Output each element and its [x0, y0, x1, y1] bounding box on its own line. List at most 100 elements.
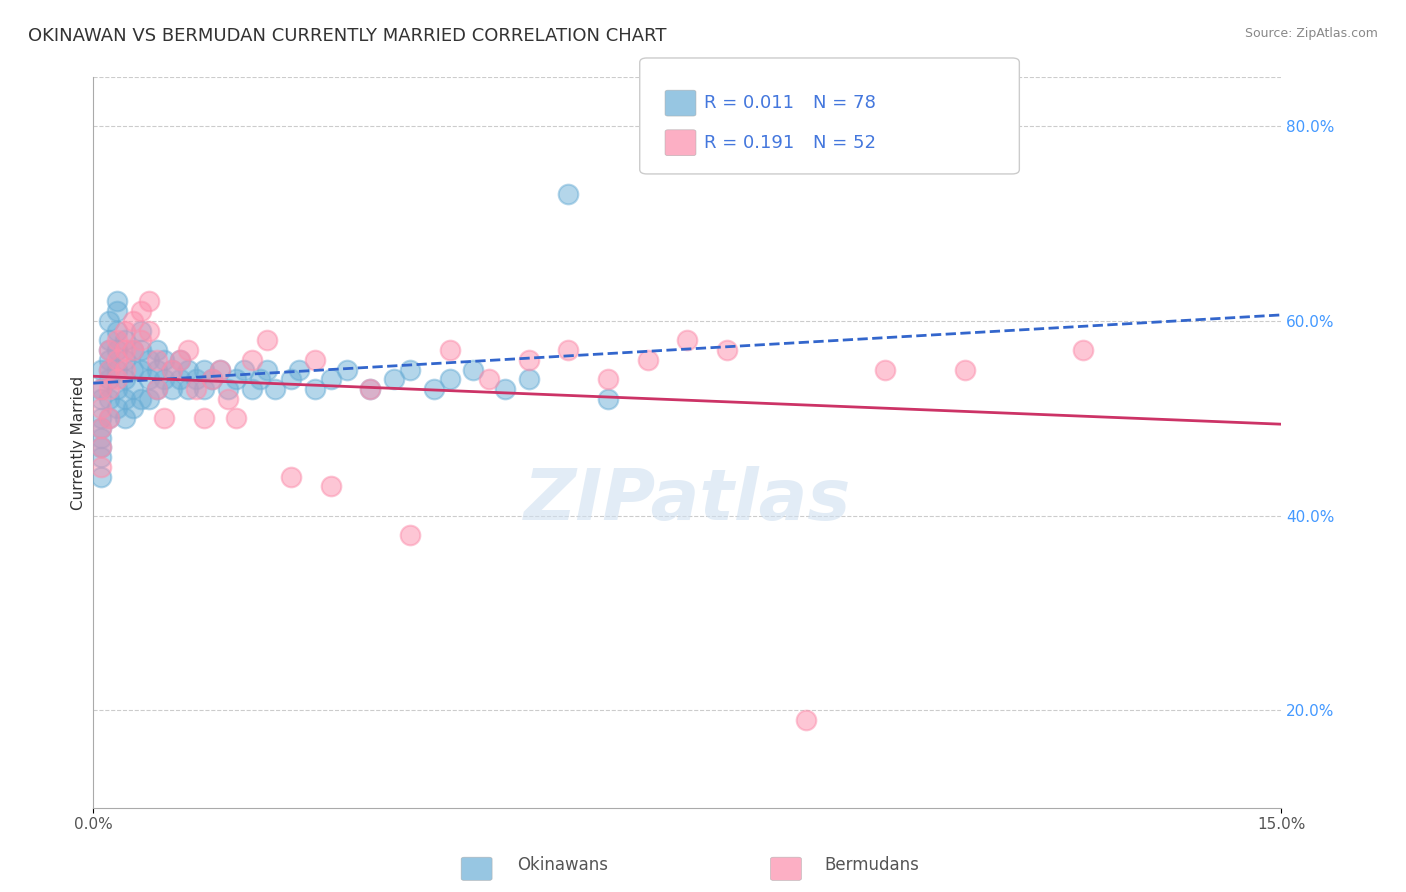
Point — [105, 352, 128, 367]
Point — [953, 362, 976, 376]
Point — [232, 362, 254, 376]
Point — [90, 382, 112, 396]
Point — [138, 352, 160, 367]
Point — [169, 352, 191, 367]
Point — [399, 362, 422, 376]
Point — [129, 324, 152, 338]
Point — [138, 294, 160, 309]
Point — [129, 392, 152, 406]
Point — [153, 372, 176, 386]
Point — [557, 187, 579, 202]
Point — [90, 421, 112, 435]
Point — [249, 372, 271, 386]
Point — [114, 324, 136, 338]
Point — [153, 411, 176, 425]
Point — [186, 382, 208, 396]
Point — [177, 362, 200, 376]
Point — [98, 343, 121, 357]
Point — [98, 372, 121, 386]
Point — [121, 314, 143, 328]
Point — [319, 372, 342, 386]
Point — [256, 362, 278, 376]
Point — [463, 362, 485, 376]
Point — [98, 411, 121, 425]
Point — [240, 382, 263, 396]
Point — [145, 382, 167, 396]
Point — [439, 343, 461, 357]
Point — [98, 362, 121, 376]
Text: Source: ZipAtlas.com: Source: ZipAtlas.com — [1244, 27, 1378, 40]
Point — [98, 352, 121, 367]
Point — [105, 401, 128, 416]
Point — [875, 362, 897, 376]
Point — [145, 362, 167, 376]
Point — [98, 334, 121, 348]
Point — [114, 334, 136, 348]
Point — [517, 352, 540, 367]
Text: N = 52: N = 52 — [813, 134, 876, 152]
Point — [90, 441, 112, 455]
Point — [145, 382, 167, 396]
Point — [288, 362, 311, 376]
Point — [153, 352, 176, 367]
Point — [105, 343, 128, 357]
Point — [256, 334, 278, 348]
Point — [399, 528, 422, 542]
Point — [129, 304, 152, 318]
Point — [382, 372, 405, 386]
Point — [169, 352, 191, 367]
Point — [217, 392, 239, 406]
Point — [121, 382, 143, 396]
Point — [217, 382, 239, 396]
Point — [225, 411, 247, 425]
Point — [114, 392, 136, 406]
Point — [105, 294, 128, 309]
Point — [162, 362, 184, 376]
Point — [225, 372, 247, 386]
Point — [517, 372, 540, 386]
Point — [336, 362, 359, 376]
Text: Okinawans: Okinawans — [517, 856, 607, 874]
Text: Bermudans: Bermudans — [824, 856, 920, 874]
Point — [121, 343, 143, 357]
Point — [98, 392, 121, 406]
Point — [193, 362, 215, 376]
Point — [145, 343, 167, 357]
Point — [138, 372, 160, 386]
Point — [90, 392, 112, 406]
Point — [359, 382, 381, 396]
Text: N = 78: N = 78 — [813, 95, 876, 112]
Point — [105, 324, 128, 338]
Point — [90, 431, 112, 445]
Point — [121, 343, 143, 357]
Point — [177, 382, 200, 396]
Point — [98, 314, 121, 328]
Point — [90, 382, 112, 396]
Point — [162, 362, 184, 376]
Point — [114, 343, 136, 357]
Point — [105, 372, 128, 386]
Point — [105, 382, 128, 396]
Point — [201, 372, 224, 386]
Point — [90, 362, 112, 376]
Point — [359, 382, 381, 396]
Point — [557, 343, 579, 357]
Point — [177, 343, 200, 357]
Point — [98, 411, 121, 425]
Point — [90, 459, 112, 474]
Y-axis label: Currently Married: Currently Married — [72, 376, 86, 509]
Point — [439, 372, 461, 386]
Point — [98, 343, 121, 357]
Point — [193, 411, 215, 425]
Point — [676, 334, 699, 348]
Point — [114, 352, 136, 367]
Point — [138, 392, 160, 406]
Point — [423, 382, 446, 396]
Text: ZIPatlas: ZIPatlas — [523, 467, 851, 535]
Text: R = 0.191: R = 0.191 — [704, 134, 794, 152]
Point — [304, 352, 326, 367]
Text: OKINAWAN VS BERMUDAN CURRENTLY MARRIED CORRELATION CHART: OKINAWAN VS BERMUDAN CURRENTLY MARRIED C… — [28, 27, 666, 45]
Point — [240, 352, 263, 367]
Point — [304, 382, 326, 396]
Point — [90, 441, 112, 455]
